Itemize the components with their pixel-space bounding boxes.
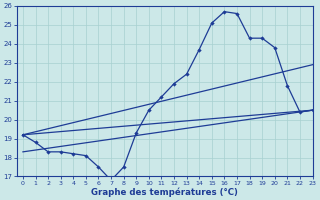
X-axis label: Graphe des températures (°C): Graphe des températures (°C) — [91, 187, 238, 197]
